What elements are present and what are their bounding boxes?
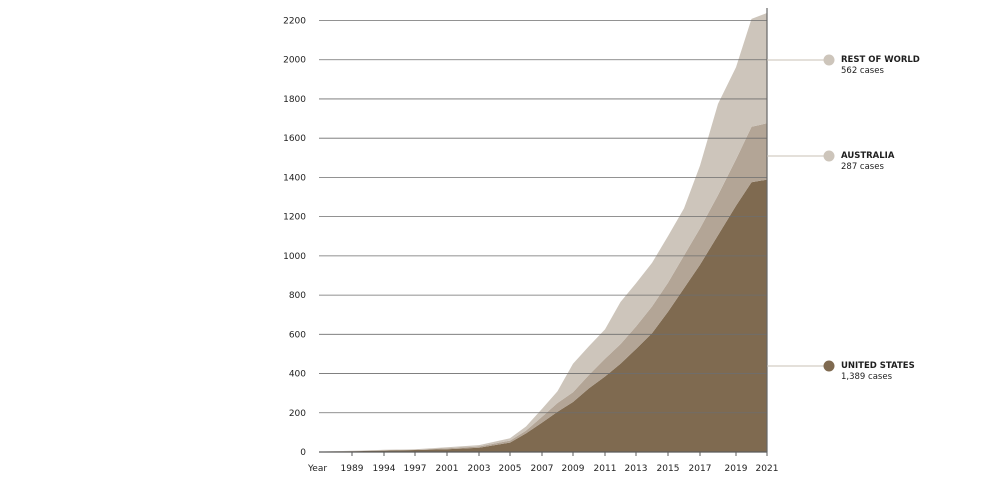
x-tick-label: 2005 <box>499 464 522 474</box>
legend-count-united-states: 1,389 cases <box>841 372 893 382</box>
legend-title-rest-of-world: REST OF WORLD <box>841 55 920 65</box>
y-tick-label: 1800 <box>283 95 306 105</box>
x-tick-label: 2017 <box>689 464 712 474</box>
x-tick-label: 2019 <box>725 464 748 474</box>
y-tick-label: 1600 <box>283 134 306 144</box>
legend-count-rest-of-world: 562 cases <box>841 66 884 76</box>
x-tick-label: 2015 <box>657 464 680 474</box>
x-tick-label: 1994 <box>373 464 396 474</box>
y-tick-label: 400 <box>289 370 306 380</box>
x-tick-label: 2011 <box>594 464 617 474</box>
y-tick-label: 0 <box>300 448 306 458</box>
y-tick-label: 2200 <box>283 17 306 27</box>
x-tick-label: 2021 <box>756 464 779 474</box>
axes <box>319 8 768 453</box>
x-tick-label: 2009 <box>562 464 585 474</box>
x-axis-title: Year <box>307 464 327 474</box>
legend-marker-rest-of-world <box>823 54 835 66</box>
x-tick-label: 2001 <box>436 464 459 474</box>
gridlines <box>319 20 767 414</box>
x-tick-label: 1989 <box>341 464 364 474</box>
x-tick-label: 1997 <box>404 464 427 474</box>
area-australia <box>319 123 767 452</box>
x-tick-labels: Year 1989 1994 1997 2001 2003 2005 2007 2009 2011… <box>307 452 778 474</box>
area-united-states <box>319 179 767 452</box>
legend-marker-united-states <box>823 360 835 372</box>
legend-title-australia: AUSTRALIA <box>841 151 895 161</box>
y-tick-labels: 0 200 400 600 800 1000 1200 1400 1600 1800 2000 220… <box>283 17 306 459</box>
x-tick-label: 2013 <box>625 464 648 474</box>
y-tick-label: 200 <box>289 409 306 419</box>
legend-count-australia: 287 cases <box>841 162 884 172</box>
y-tick-label: 800 <box>289 291 306 301</box>
area-layers <box>319 13 767 452</box>
y-tick-label: 1400 <box>283 173 306 183</box>
area-rest-of-world <box>319 13 767 452</box>
x-tick-label: 2003 <box>468 464 491 474</box>
legend-marker-australia <box>823 150 835 162</box>
y-tick-label: 600 <box>289 330 306 340</box>
y-tick-label: 1200 <box>283 213 306 223</box>
x-tick-label: 2007 <box>531 464 554 474</box>
y-tick-label: 1000 <box>283 252 306 262</box>
y-tick-label: 2000 <box>283 56 306 66</box>
legend-title-united-states: UNITED STATES <box>841 361 915 371</box>
